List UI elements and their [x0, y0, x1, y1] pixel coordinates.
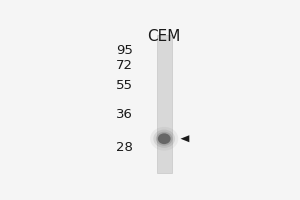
Text: CEM: CEM	[148, 29, 181, 44]
Text: 28: 28	[116, 141, 133, 154]
Text: 95: 95	[116, 44, 133, 57]
Ellipse shape	[150, 127, 178, 151]
Bar	[157, 35, 172, 173]
Ellipse shape	[153, 130, 175, 148]
Text: 72: 72	[116, 59, 133, 72]
Ellipse shape	[158, 133, 171, 144]
Text: 55: 55	[116, 79, 133, 92]
Text: 36: 36	[116, 108, 133, 121]
Ellipse shape	[156, 132, 172, 146]
Polygon shape	[181, 135, 189, 142]
